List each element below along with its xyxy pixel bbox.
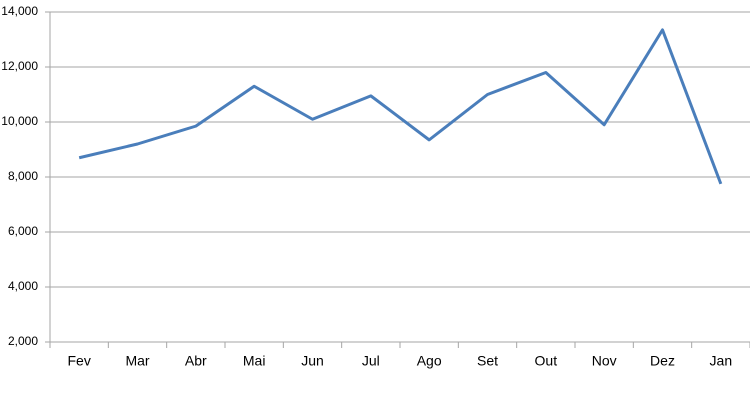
x-tick-label: Fev: [67, 353, 90, 369]
y-tick-label: 12,000: [1, 59, 38, 73]
y-tick-label: 4,000: [8, 279, 38, 293]
x-tick-label: Ago: [417, 353, 442, 369]
x-tick-label: Jan: [710, 353, 733, 369]
y-tick-label: 10,000: [1, 114, 38, 128]
x-tick-label: Mar: [125, 353, 149, 369]
x-tick-label: Dez: [650, 353, 675, 369]
x-tick-label: Jun: [301, 353, 324, 369]
y-tick-label: 2,000: [8, 334, 38, 348]
y-tick-label: 6,000: [8, 224, 38, 238]
x-tick-label: Set: [477, 353, 498, 369]
x-tick-label: Out: [535, 353, 558, 369]
x-tick-label: Nov: [592, 353, 617, 369]
data-line: [78, 28, 723, 185]
y-tick-label: 14,000: [1, 4, 38, 18]
x-tick-label: Mai: [243, 353, 266, 369]
x-tick-label: Abr: [185, 353, 207, 369]
y-tick-label: 8,000: [8, 169, 38, 183]
x-tick-label: Jul: [362, 353, 380, 369]
